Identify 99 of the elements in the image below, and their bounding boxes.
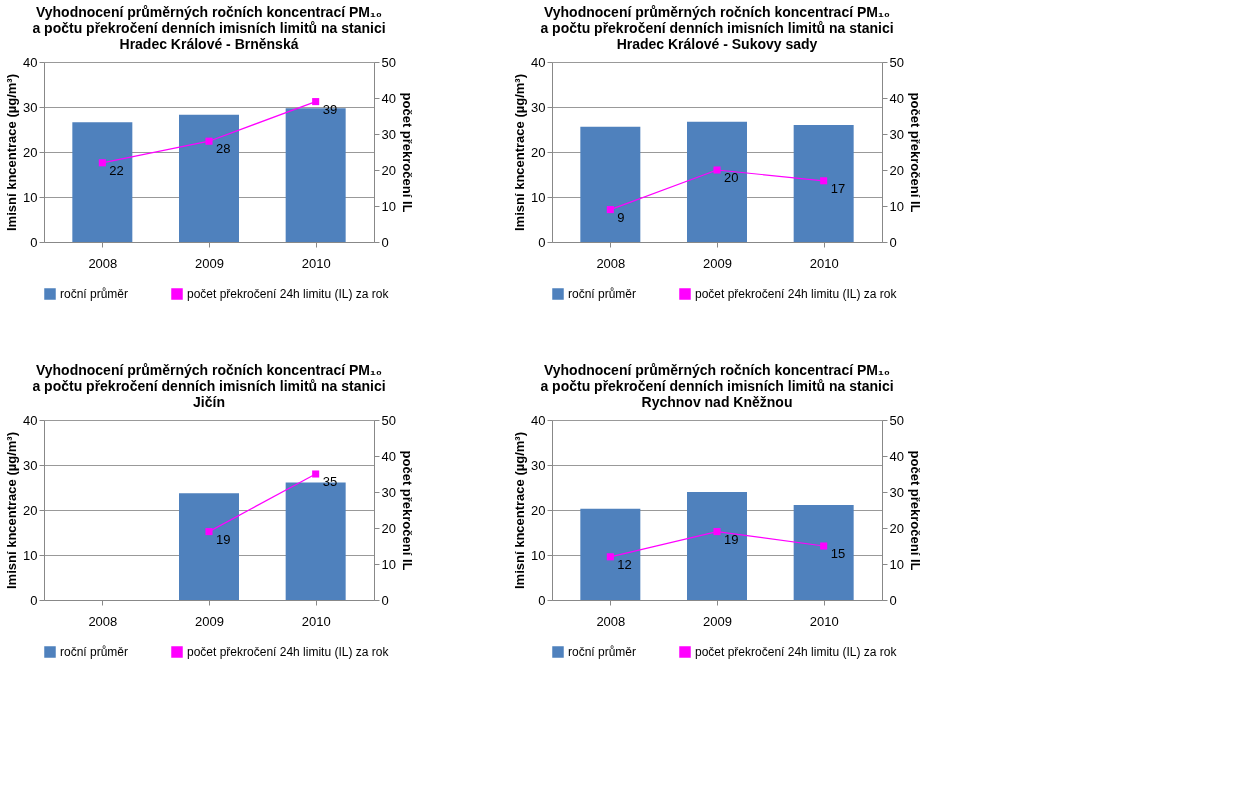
y2-tick-label: 40 xyxy=(889,448,904,464)
y2-tick-label: 0 xyxy=(889,592,897,608)
y2-axis-title: počet překročení IL xyxy=(907,450,923,571)
y-tick-label: 20 xyxy=(23,502,38,518)
y2-tick-label: 50 xyxy=(381,412,396,428)
legend-label: roční průměr xyxy=(568,645,637,659)
y2-axis-title: počet překročení IL xyxy=(399,450,415,571)
legend-label: počet překročení 24h limitu (IL) za rok xyxy=(695,645,898,659)
y-axis-title: Imisní kncentrace (µg/m³) xyxy=(512,73,528,232)
x-tick-label: 2010 xyxy=(809,255,839,271)
y-tick-label: 10 xyxy=(531,547,546,563)
y-axis-title: Imisní kncentrace (µg/m³) xyxy=(512,431,528,590)
bar xyxy=(793,505,854,600)
y2-tick-label: 40 xyxy=(381,90,396,106)
data-label: 22 xyxy=(109,162,124,178)
y-tick-label: 10 xyxy=(23,189,38,205)
x-tick-label: 2008 xyxy=(88,255,118,271)
y2-tick-label: 10 xyxy=(889,556,904,572)
y-tick-label: 40 xyxy=(23,412,38,428)
y-tick-label: 0 xyxy=(538,234,546,250)
y-tick-label: 0 xyxy=(30,234,38,250)
y2-tick-label: 0 xyxy=(889,234,897,250)
y-tick-label: 40 xyxy=(531,54,546,70)
chart-title: Vyhodnocení průměrných ročních koncentrací PM₁₀ a počtu překročení denních imisních limitů na stanici Hradec Králové - Brněnská xyxy=(32,4,386,52)
chart-title: Vyhodnocení průměrných ročních koncentrací PM₁₀ a počtu překročení denních imisních limitů na stanici Hradec Králové - Sukovy sady xyxy=(540,4,894,52)
point xyxy=(205,137,213,145)
data-label: 19 xyxy=(724,531,739,547)
bar xyxy=(72,122,133,242)
y2-tick-label: 30 xyxy=(381,484,396,500)
x-tick-label: 2009 xyxy=(703,255,732,271)
y2-tick-label: 40 xyxy=(381,448,396,464)
point xyxy=(713,166,721,174)
y-tick-label: 30 xyxy=(23,99,38,115)
y-tick-label: 20 xyxy=(531,144,546,160)
y-axis-title: Imisní kncentrace (µg/m³) xyxy=(4,431,20,590)
y2-tick-label: 50 xyxy=(889,54,904,70)
legend-label: roční průměr xyxy=(60,287,129,301)
legend-label: počet překročení 24h limitu (IL) za rok xyxy=(187,645,390,659)
y-tick-label: 10 xyxy=(23,547,38,563)
y2-tick-label: 30 xyxy=(889,484,904,500)
y2-tick-label: 30 xyxy=(381,126,396,142)
point xyxy=(713,528,721,536)
y2-tick-label: 20 xyxy=(889,520,904,536)
y-tick-label: 20 xyxy=(531,502,546,518)
point xyxy=(312,98,320,106)
y2-tick-label: 50 xyxy=(889,412,904,428)
y2-tick-label: 0 xyxy=(381,592,389,608)
y2-axis-title: počet překročení IL xyxy=(907,92,923,213)
x-tick-label: 2009 xyxy=(703,613,732,629)
y2-tick-label: 10 xyxy=(889,198,904,214)
point xyxy=(606,206,614,214)
x-tick-label: 2010 xyxy=(301,255,331,271)
x-tick-label: 2010 xyxy=(301,613,331,629)
legend-label: počet překročení 24h limitu (IL) za rok xyxy=(187,287,390,301)
x-tick-label: 2010 xyxy=(809,613,839,629)
data-label: 15 xyxy=(830,546,846,561)
point xyxy=(820,542,828,550)
data-label: 12 xyxy=(617,556,632,572)
chart-title: Vyhodnocení průměrných ročních koncentrací PM₁₀ a počtu překročení denních imisních limitů na stanici Rychnov nad Kněžnou xyxy=(540,362,894,410)
x-tick-label: 2009 xyxy=(195,255,224,271)
data-label: 28 xyxy=(216,141,231,157)
legend-label: počet překročení 24h limitu (IL) za rok xyxy=(695,287,898,301)
x-tick-label: 2009 xyxy=(195,613,224,629)
legend-label: roční průměr xyxy=(568,287,637,301)
y2-tick-label: 20 xyxy=(381,162,396,178)
y-axis-title: Imisní kncentrace (µg/m³) xyxy=(4,73,20,232)
y-tick-label: 40 xyxy=(531,412,546,428)
y-tick-label: 30 xyxy=(23,457,38,473)
data-label: 19 xyxy=(216,531,231,547)
y2-tick-label: 10 xyxy=(381,198,396,214)
data-label: 9 xyxy=(617,209,625,225)
y-tick-label: 0 xyxy=(30,592,38,608)
y2-tick-label: 0 xyxy=(381,234,389,250)
bar xyxy=(580,508,641,600)
y-tick-label: 20 xyxy=(23,144,38,160)
y2-tick-label: 20 xyxy=(381,520,396,536)
y2-tick-label: 50 xyxy=(381,54,396,70)
legend-label: roční průměr xyxy=(60,645,129,659)
data-label: 17 xyxy=(830,180,846,196)
y-tick-label: 30 xyxy=(531,99,546,115)
y-tick-label: 10 xyxy=(531,189,546,205)
point xyxy=(98,159,106,167)
y-tick-label: 40 xyxy=(23,54,38,70)
y2-axis-title: počet překročení IL xyxy=(399,92,415,213)
y-tick-label: 0 xyxy=(538,592,546,608)
y-tick-label: 30 xyxy=(531,457,546,473)
bar xyxy=(179,114,239,242)
y2-tick-label: 10 xyxy=(381,556,396,572)
bar xyxy=(687,492,747,600)
point xyxy=(820,177,828,185)
x-tick-label: 2008 xyxy=(88,613,118,629)
x-tick-label: 2008 xyxy=(596,613,626,629)
point xyxy=(606,553,614,561)
data-label: 20 xyxy=(724,170,739,185)
x-tick-label: 2008 xyxy=(596,255,626,271)
y2-tick-label: 20 xyxy=(889,162,904,178)
y2-tick-label: 30 xyxy=(889,126,904,142)
chart-title: Vyhodnocení průměrných ročních koncentrací PM₁₀ a počtu překročení denních imisních limitů na stanici Jičín xyxy=(32,362,386,410)
y2-tick-label: 40 xyxy=(889,90,904,106)
